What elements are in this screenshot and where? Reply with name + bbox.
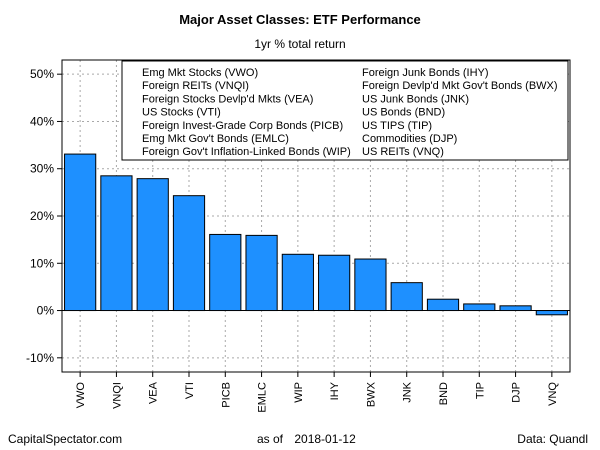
bar-djp xyxy=(499,305,532,312)
chart-title: Major Asset Classes: ETF Performance xyxy=(179,12,421,27)
bar-ihy xyxy=(318,254,351,312)
x-tick-label: VEA xyxy=(148,381,160,404)
x-tick-label: PICB xyxy=(220,382,232,408)
bar-vnq xyxy=(535,310,568,316)
bar-jnk xyxy=(390,282,423,312)
legend-entry: Foreign REITs (VNQI) xyxy=(142,80,249,92)
legend-entry: Commodities (DJP) xyxy=(362,133,457,145)
legend-entry: US TIPS (TIP) xyxy=(362,120,432,132)
legend-entry: Emg Mkt Gov't Bonds (EMLC) xyxy=(142,133,289,145)
y-tick-label: 20% xyxy=(30,209,54,223)
bar-vwo xyxy=(64,153,97,312)
x-tick-label: TIP xyxy=(474,382,486,399)
y-tick-label: 30% xyxy=(30,162,54,176)
legend-box xyxy=(121,60,569,161)
legend-entry: US Bonds (BND) xyxy=(362,107,445,119)
bar-bwx xyxy=(354,258,387,312)
bar-tip xyxy=(463,303,496,312)
x-tick-label: DJP xyxy=(511,382,523,403)
x-tick-label: VTI xyxy=(184,382,196,399)
bar-vnqi xyxy=(100,175,133,312)
legend-entry: Emg Mkt Stocks (VWO) xyxy=(142,67,258,79)
bar-wip xyxy=(281,253,314,312)
legend-entry: Foreign Junk Bonds (IHY) xyxy=(362,67,489,79)
footer-data-credit: Data: Quandl xyxy=(517,432,588,446)
x-tick-label: VWO xyxy=(75,382,87,409)
legend-entry: US Stocks (VTI) xyxy=(142,107,221,119)
legend-entry: Foreign Stocks Devlp'd Mkts (VEA) xyxy=(142,93,313,105)
x-tick-label: BWX xyxy=(365,381,377,407)
y-tick-label: 50% xyxy=(30,67,54,81)
bar-bnd xyxy=(426,298,460,312)
legend-entry: Foreign Invest-Grade Corp Bonds (PICB) xyxy=(142,120,343,132)
x-tick-label: BND xyxy=(438,382,450,405)
legend-entry: US Junk Bonds (JNK) xyxy=(362,93,469,105)
x-tick-label: EMLC xyxy=(257,382,269,413)
x-tick-label: IHY xyxy=(329,381,341,400)
bar-vea xyxy=(136,178,169,312)
legend-entry: Foreign Gov't Inflation-Linked Bonds (WI… xyxy=(142,146,351,158)
y-tick-label: 0% xyxy=(37,304,55,318)
legend-entry: Foreign Devlp'd Mkt Gov't Bonds (BWX) xyxy=(362,80,558,92)
x-tick-label: VNQ xyxy=(547,382,559,406)
y-tick-label: -10% xyxy=(26,351,54,365)
bar-emlc xyxy=(245,234,278,312)
footer-source-site: CapitalSpectator.com xyxy=(8,432,123,446)
x-tick-label: VNQI xyxy=(111,382,123,409)
x-tick-label: JNK xyxy=(402,381,414,402)
chart-subtitle: 1yr % total return xyxy=(254,37,346,51)
y-tick-label: 40% xyxy=(30,114,54,128)
y-tick-label: 10% xyxy=(30,256,54,270)
bar-vti xyxy=(172,195,206,312)
plot-frame xyxy=(61,59,571,373)
bar-picb xyxy=(209,233,242,312)
footer-as-of: as of 2018-01-12 xyxy=(257,432,356,446)
legend-entry: US REITs (VNQ) xyxy=(362,146,444,158)
x-tick-label: WIP xyxy=(293,382,305,403)
as-of-date: 2018-01-12 xyxy=(294,432,356,446)
as-of-label: as of xyxy=(257,432,284,446)
